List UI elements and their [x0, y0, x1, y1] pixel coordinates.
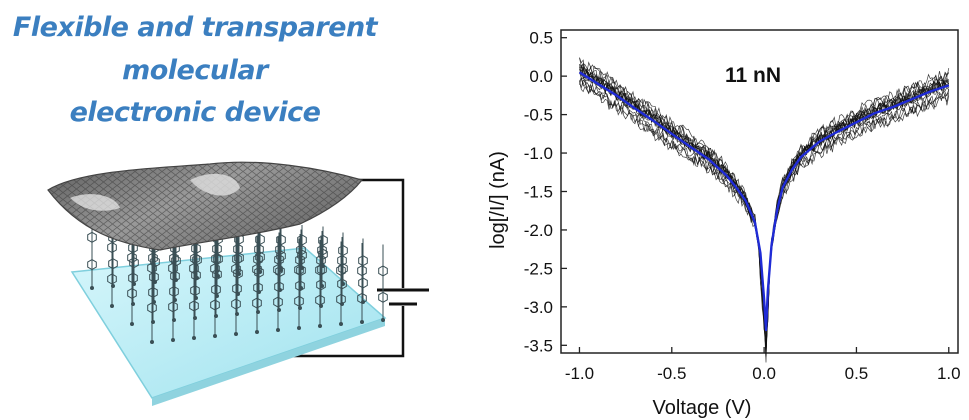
- y-axis-title: log[/I/] (nA): [487, 151, 509, 249]
- x-tick-label: 0.0: [752, 364, 776, 383]
- y-tick-label: -1.5: [524, 183, 553, 202]
- iv-chart: 0.50.0-0.5-1.0-1.5-2.0-2.5-3.0-3.5 -1.0-…: [487, 29, 961, 419]
- measured-trace: [579, 66, 949, 355]
- molecule-wire: [273, 237, 283, 332]
- y-tick-label: -3.0: [524, 298, 553, 317]
- molecule-wire: [189, 231, 199, 340]
- molecular-junction-illustration: [47, 161, 429, 406]
- x-tick-label: -1.0: [565, 364, 594, 383]
- y-axis: 0.5 0.0 -0.5 -1.0 -1.5 -2.0 -2.5 -3.0 -3.5: [524, 29, 567, 355]
- molecule-wire: [210, 232, 220, 338]
- y-tick-label: -2.5: [524, 259, 553, 278]
- x-tick-label: 0.5: [845, 364, 869, 383]
- y-tick-label: -0.5: [524, 106, 553, 125]
- device-illustration-panel: Flexible and transparent molecular elect…: [0, 0, 440, 420]
- molecule-wire: [274, 232, 284, 312]
- molecule-wire: [378, 244, 388, 322]
- x-tick-label: -0.5: [657, 364, 686, 383]
- y-tick-label: 0.0: [529, 67, 553, 86]
- molecule-wire: [294, 238, 304, 330]
- battery-icon: [377, 288, 429, 306]
- molecule-wire: [252, 235, 262, 334]
- x-axis-title: Voltage (V): [653, 397, 752, 419]
- molecule-wire: [315, 240, 325, 328]
- molecule-wire: [231, 234, 241, 336]
- molecule-wire: [357, 243, 367, 324]
- y-tick-label: 0.5: [529, 29, 553, 48]
- substrate-edge: [152, 318, 385, 406]
- figure-title-line-3: electronic device: [69, 97, 321, 128]
- figure-title-line-2: molecular: [122, 55, 268, 86]
- mean-iv-curve: [578, 71, 950, 332]
- figure-title-line-1: Flexible and transparent: [12, 12, 378, 43]
- x-tick-label: 1.0: [937, 364, 961, 383]
- y-tick-label: -3.5: [524, 336, 553, 355]
- force-annotation: 11 nN: [725, 64, 781, 87]
- y-tick-label: -1.0: [524, 144, 553, 163]
- mean-curve: [578, 71, 950, 332]
- molecule-wire: [336, 241, 346, 326]
- x-axis: -1.0 -0.5 0.0 0.5 1.0: [565, 347, 961, 383]
- molecule-wire: [338, 232, 348, 286]
- y-tick-label: -2.0: [524, 221, 553, 240]
